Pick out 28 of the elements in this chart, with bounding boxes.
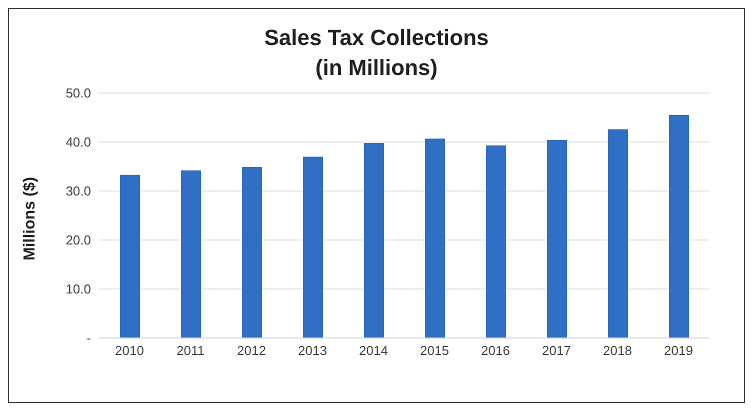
y-tick-label: 50.0 (66, 86, 91, 101)
x-tick-label: 2011 (176, 343, 204, 358)
bar (425, 138, 445, 338)
bar (608, 129, 628, 338)
y-tick-label: 20.0 (66, 232, 91, 248)
bar (486, 145, 506, 338)
x-tick-label: 2017 (542, 343, 571, 358)
x-tick-label: 2010 (115, 343, 144, 358)
chart-title: Sales Tax Collections (in Millions) (263, 24, 490, 82)
bar (242, 166, 262, 338)
x-tick-label: 2018 (603, 343, 632, 358)
y-axis-title: Millions ($) (22, 176, 39, 260)
y-tick-label: 30.0 (66, 184, 91, 199)
y-tick-label: 40.0 (66, 134, 91, 150)
x-tick-label: 2015 (420, 343, 449, 358)
y-tick-label: 10.0 (66, 282, 91, 297)
x-tick-label: 2013 (298, 343, 327, 358)
bar (547, 140, 567, 338)
bar (364, 142, 384, 338)
y-tick-label: - (86, 330, 91, 346)
bar (669, 115, 689, 338)
bar (120, 174, 140, 338)
x-tick-label: 2012 (237, 343, 266, 358)
bar (181, 170, 201, 338)
x-tick-label: 2014 (359, 343, 388, 358)
x-tick-label: 2016 (481, 343, 510, 358)
x-tick-label: 2019 (664, 343, 693, 358)
bar (303, 156, 323, 338)
